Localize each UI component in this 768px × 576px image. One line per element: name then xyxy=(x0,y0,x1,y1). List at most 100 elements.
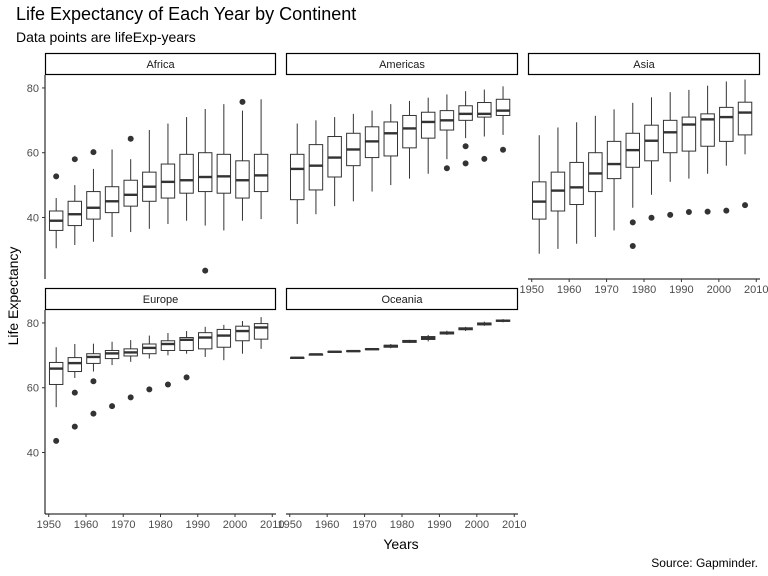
box-iqr xyxy=(67,357,83,373)
y-tick-label: 60 xyxy=(27,383,39,395)
box-americas-1997 xyxy=(458,91,473,167)
box-iqr xyxy=(179,153,194,194)
box-iqr xyxy=(719,106,734,142)
box-africa-1972 xyxy=(123,135,138,233)
facet-strip xyxy=(44,287,277,311)
box-asia-2002 xyxy=(719,81,734,214)
box-africa-1967 xyxy=(104,149,120,237)
box-oceania-1987 xyxy=(420,334,436,342)
box-americas-2007 xyxy=(495,86,511,153)
box-europe-1957 xyxy=(67,344,83,430)
y-tick-label: 40 xyxy=(27,447,39,459)
outlier-point xyxy=(667,211,674,218)
box-oceania-1982 xyxy=(402,339,417,344)
box-iqr xyxy=(216,153,232,194)
facet-strip-label: Asia xyxy=(633,59,655,71)
box-iqr xyxy=(402,114,417,149)
box-iqr xyxy=(700,113,715,147)
x-tick-label: 1970 xyxy=(352,519,376,531)
box-americas-1967 xyxy=(346,113,361,202)
facet-strip-label: Africa xyxy=(146,59,175,71)
x-tick-label: 1990 xyxy=(427,519,451,531)
box-oceania-1962 xyxy=(327,350,342,353)
x-tick-label: 1980 xyxy=(390,519,414,531)
box-asia-1987 xyxy=(662,92,678,218)
x-tick-label: 1980 xyxy=(148,519,172,531)
box-iqr xyxy=(569,161,584,206)
box-oceania-1957 xyxy=(308,353,324,356)
box-americas-1957 xyxy=(308,120,324,215)
box-oceania-1952 xyxy=(289,356,305,359)
chart-caption: Source: Gapminder. xyxy=(651,556,758,570)
box-oceania-2002 xyxy=(477,321,492,326)
x-tick-label: 1980 xyxy=(632,284,656,296)
box-iqr xyxy=(644,124,659,162)
facet-strip xyxy=(527,52,761,76)
box-iqr xyxy=(198,152,213,193)
box-iqr xyxy=(104,186,120,214)
x-tick-label: 1950 xyxy=(277,519,301,531)
x-tick-label: 1990 xyxy=(669,284,693,296)
box-africa-1982 xyxy=(160,123,176,224)
box-iqr xyxy=(216,328,232,348)
y-tick-label: 80 xyxy=(27,318,39,330)
box-iqr xyxy=(737,101,753,136)
x-tick-label: 2000 xyxy=(465,519,489,531)
box-iqr xyxy=(48,361,64,385)
box-americas-1987 xyxy=(420,97,436,174)
box-iqr xyxy=(253,323,269,340)
outlier-point xyxy=(239,98,246,105)
outlier-point xyxy=(500,146,507,153)
outlier-point xyxy=(443,165,450,172)
box-africa-2007 xyxy=(253,99,269,220)
box-africa-1952 xyxy=(48,173,64,249)
x-tick-label: 1960 xyxy=(74,519,98,531)
box-europe-1962 xyxy=(86,343,101,417)
box-oceania-1977 xyxy=(383,344,399,349)
outlier-point xyxy=(742,202,749,209)
outlier-point xyxy=(629,242,636,249)
box-africa-1987 xyxy=(179,117,194,221)
box-asia-2007 xyxy=(737,79,753,209)
outlier-point xyxy=(462,143,469,150)
box-europe-1952 xyxy=(48,347,64,444)
x-tick-label: 1970 xyxy=(111,519,135,531)
x-tick-label: 2010 xyxy=(502,519,526,531)
box-americas-1972 xyxy=(364,110,380,192)
box-asia-1982 xyxy=(644,97,659,221)
box-iqr xyxy=(86,191,101,220)
box-iqr xyxy=(123,179,138,207)
box-europe-1977 xyxy=(142,335,157,393)
box-iqr xyxy=(420,111,436,139)
box-iqr xyxy=(235,325,250,342)
box-oceania-2007 xyxy=(495,319,511,323)
facet-strip-label: Oceania xyxy=(382,294,424,306)
box-americas-1977 xyxy=(383,104,399,186)
outlier-point xyxy=(53,173,60,180)
x-tick-label: 1950 xyxy=(36,519,60,531)
outlier-point xyxy=(481,155,488,162)
box-asia-1967 xyxy=(588,115,603,237)
box-americas-1962 xyxy=(327,117,342,207)
x-tick-label: 1970 xyxy=(594,284,618,296)
box-europe-1982 xyxy=(160,332,176,388)
outlier-point xyxy=(109,403,116,410)
box-iqr xyxy=(308,144,324,191)
chart-subtitle: Data points are lifeExp-years xyxy=(16,29,196,45)
box-europe-1992 xyxy=(198,326,213,357)
box-iqr xyxy=(289,153,305,201)
box-americas-1982 xyxy=(402,100,417,179)
box-europe-1987 xyxy=(179,331,194,381)
box-oceania-1992 xyxy=(439,330,455,335)
facet-panel-africa: Africa 40 60 80 xyxy=(27,52,277,279)
facet-panel-oceania: Oceania 1950 1960 1970 1980 1990 2000 2010 xyxy=(277,287,527,531)
box-americas-1952 xyxy=(289,123,305,224)
facet-panel-asia: Asia 1950 1960 1970 1980 1990 2000 2010 xyxy=(519,52,768,296)
x-tick-label: 2000 xyxy=(223,519,247,531)
box-iqr xyxy=(198,332,213,350)
outlier-point xyxy=(164,381,171,388)
box-asia-1977 xyxy=(625,102,641,249)
box-iqr xyxy=(495,98,511,116)
box-europe-1972 xyxy=(123,340,138,401)
box-asia-1957 xyxy=(550,127,566,249)
